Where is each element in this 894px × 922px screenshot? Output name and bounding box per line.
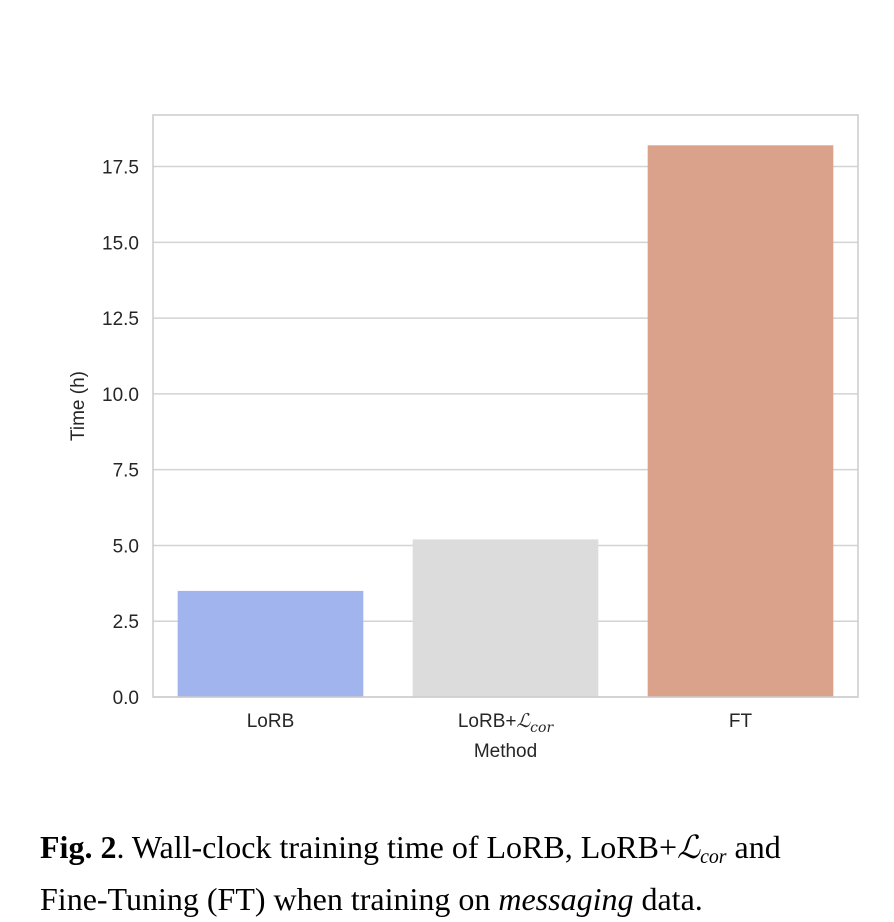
caption-math-subscript: cor <box>700 845 727 868</box>
x-tick-label: FT <box>729 711 753 732</box>
y-tick-label: 0.0 <box>113 688 139 709</box>
bar-chart: 0.0 2.5 5.0 7.5 10.0 12.5 15.0 17.5 LoRB LoRB+ℒc… <box>68 114 859 762</box>
y-tick-label: 5.0 <box>113 536 139 557</box>
y-tick-label: 2.5 <box>113 612 139 633</box>
caption-line-1: Fig. 2. Wall-clock training time of LoRB… <box>40 826 894 878</box>
caption-text-1a: . Wall-clock training time of LoRB, LoRB… <box>116 829 678 865</box>
y-tick-label: 17.5 <box>102 158 139 179</box>
caption-text-1b: and <box>726 829 781 865</box>
y-tick-label: 12.5 <box>102 309 139 330</box>
x-tick-label: LoRB <box>247 711 295 732</box>
x-tick-labels: LoRB LoRB+ℒcor FT <box>247 710 753 736</box>
plot-frame <box>152 114 859 698</box>
y-tick-label: 10.0 <box>102 385 139 406</box>
bars <box>177 145 834 697</box>
bar-lorb-cor <box>412 539 599 697</box>
bar-lorb <box>177 590 364 697</box>
caption-emphasis: messaging <box>498 880 634 917</box>
caption-text-2a: Fine-Tuning (FT) when training on <box>40 880 499 917</box>
x-tick-label: LoRB+ℒcor <box>458 710 555 736</box>
caption-text-2b: data. <box>633 880 703 917</box>
caption-math-symbol: ℒcor <box>677 829 727 868</box>
caption-math-base: ℒ <box>677 829 701 865</box>
figure-caption: Fig. 2. Wall-clock training time of LoRB… <box>40 826 894 920</box>
y-tick-label: 15.0 <box>102 233 139 254</box>
figure-label: Fig. 2 <box>40 829 117 865</box>
y-tick-labels: 0.0 2.5 5.0 7.5 10.0 12.5 15.0 17.5 <box>102 158 139 709</box>
y-axis-label: Time (h) <box>68 371 89 441</box>
x-axis-label: Method <box>474 741 537 762</box>
caption-line-2: Fine-Tuning (FT) when training on messag… <box>40 878 894 920</box>
bar-ft <box>647 145 834 697</box>
y-tick-label: 7.5 <box>113 461 139 482</box>
